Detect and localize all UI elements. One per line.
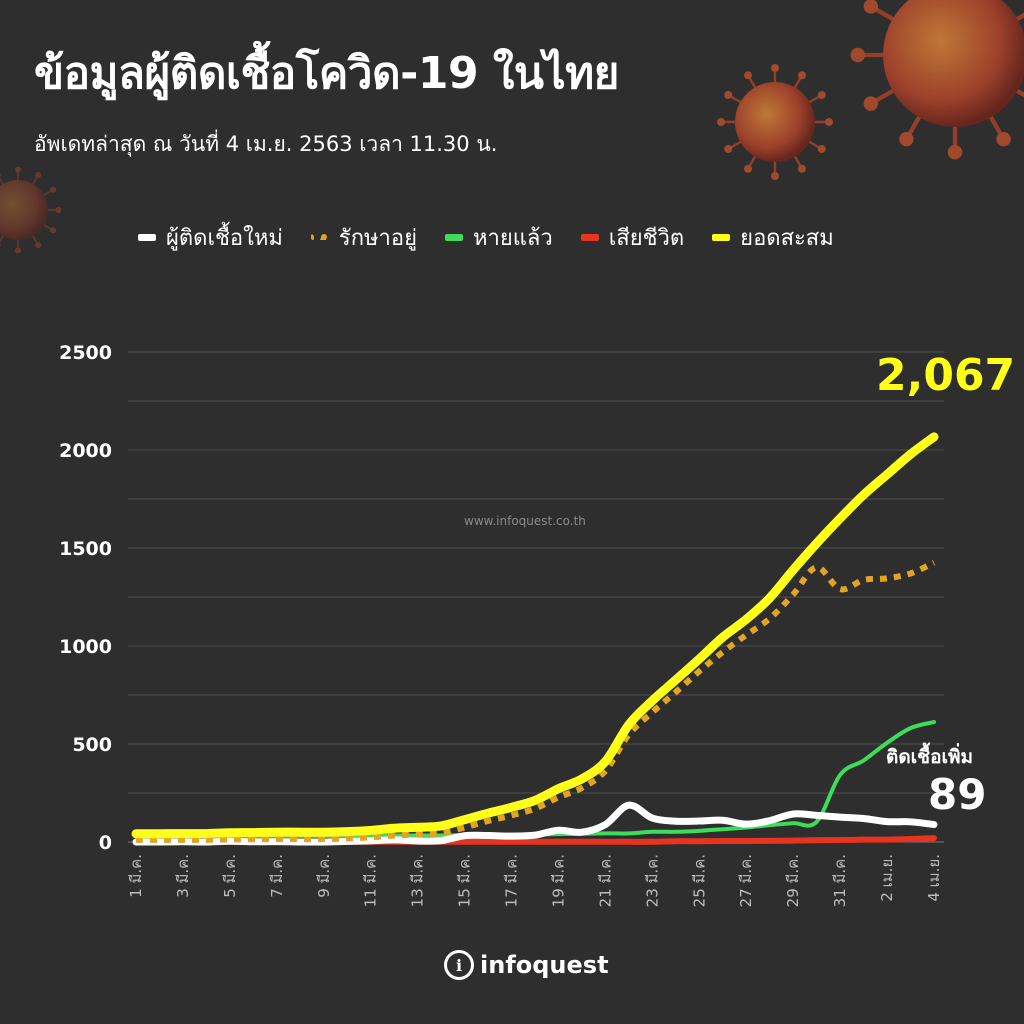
legend-swatch [444, 233, 463, 241]
legend-item: ยอดสะสม [712, 220, 834, 255]
y-tick-label: 2000 [59, 440, 112, 462]
virus-icon [717, 64, 833, 180]
legend-label: ผู้ติดเชื้อใหม่ [166, 225, 283, 251]
legend-label: รักษาอยู่ [338, 225, 417, 251]
x-tick-label: 25 มี.ค. [690, 854, 708, 907]
x-tick-label: 7 มี.ค. [268, 854, 286, 898]
x-tick-label: 4 เม.ย. [925, 854, 943, 902]
total-cases-label: 2,067 [876, 350, 1016, 401]
y-tick-label: 1500 [59, 538, 112, 560]
x-tick-label: 31 มี.ค. [831, 854, 849, 907]
x-tick-label: 11 มี.ค. [362, 854, 380, 907]
legend-swatch [712, 233, 731, 241]
legend-item: เสียชีวิต [580, 220, 685, 255]
x-tick-label: 17 มี.ค. [503, 854, 521, 907]
legend: ผู้ติดเชื้อใหม่ รักษาอยู่ หายแล้ว เสียชีวิต… [138, 222, 834, 252]
series-line [132, 801, 938, 846]
x-tick-label: 3 มี.ค. [174, 854, 192, 898]
y-tick-label: 1000 [59, 636, 112, 658]
series-line [134, 720, 936, 839]
y-tick-label: 500 [72, 734, 112, 756]
legend-swatch [310, 234, 329, 240]
x-tick-label: 29 มี.ค. [784, 854, 802, 907]
x-tick-label: 9 มี.ค. [315, 854, 333, 898]
brand-logo: i infoquest [444, 950, 609, 980]
legend-swatch [138, 233, 156, 241]
x-tick-label: 23 มี.ค. [643, 854, 661, 907]
page-subtitle: อัพเดทล่าสุด ณ วันที่ 4 เม.ย. 2563 เวลา … [34, 132, 498, 156]
new-cases-caption: ติดเชื้อเพิ่ม [886, 746, 974, 768]
x-tick-label: 1 มี.ค. [127, 854, 145, 898]
brand-name: infoquest [480, 951, 609, 979]
x-tick-label: 5 มี.ค. [221, 854, 239, 898]
page-title: ข้อมูลผู้ติดเชื้อโควิด-19 ในไทย [34, 48, 619, 99]
x-tick-label: 21 มี.ค. [596, 854, 614, 907]
series-line [131, 432, 939, 839]
x-tick-label: 27 มี.ค. [737, 854, 755, 907]
watermark: www.infoquest.co.th [464, 514, 586, 528]
y-tick-label: 0 [99, 832, 112, 854]
legend-label: ยอดสะสม [740, 225, 834, 251]
virus-icon [0, 166, 62, 254]
info-icon: i [444, 950, 474, 980]
legend-label: หายแล้ว [472, 225, 553, 251]
legend-swatch [580, 233, 599, 241]
legend-item: รักษาอยู่ [310, 220, 417, 255]
x-tick-label: 19 มี.ค. [549, 854, 567, 907]
y-tick-label: 2500 [59, 342, 112, 364]
legend-item: หายแล้ว [444, 220, 553, 255]
x-tick-label: 2 เม.ย. [878, 854, 896, 902]
x-tick-label: 13 มี.ค. [409, 854, 427, 907]
legend-label: เสียชีวิต [608, 225, 685, 251]
x-tick-label: 15 มี.ค. [456, 854, 474, 907]
legend-item: ผู้ติดเชื้อใหม่ [138, 220, 283, 255]
virus-icon [850, 0, 1024, 160]
new-cases-value: 89 [928, 770, 987, 819]
